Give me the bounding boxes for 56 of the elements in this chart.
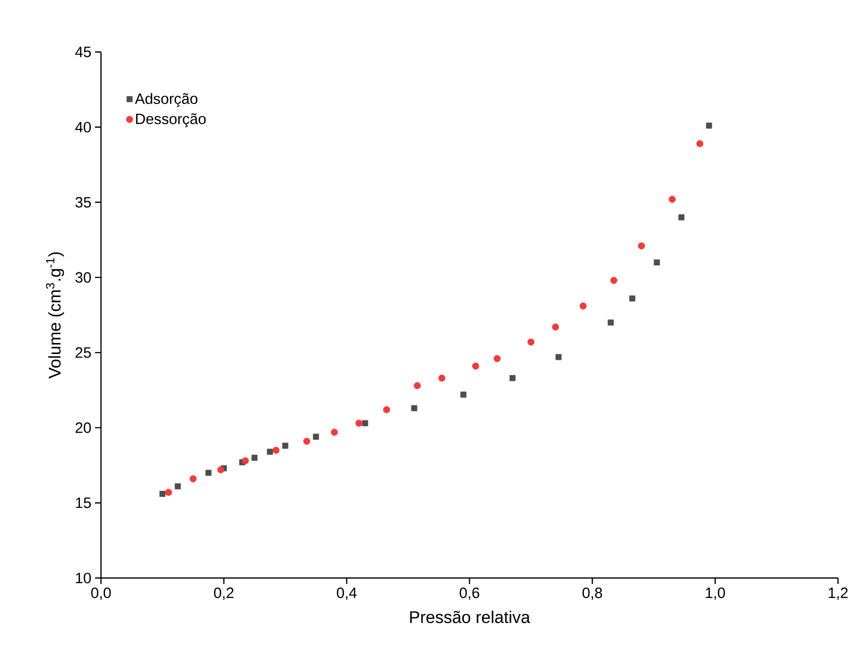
point	[552, 324, 559, 331]
point	[355, 420, 362, 427]
point	[174, 483, 181, 490]
y-tick-label: 30	[75, 272, 91, 283]
point	[362, 420, 368, 426]
point	[556, 354, 562, 360]
point	[668, 196, 676, 203]
x-axis-title: Pressão relativa	[410, 610, 530, 624]
point	[330, 428, 338, 436]
y-tick-label: 15	[76, 498, 91, 508]
point	[580, 302, 587, 310]
x-tick-label: 0,2	[214, 588, 234, 600]
point	[460, 392, 466, 398]
point	[411, 405, 418, 412]
y-tick-label: 45	[75, 46, 91, 58]
point	[629, 295, 636, 302]
x-tick-label: 0,0	[91, 588, 111, 600]
y-tick-label: 10	[76, 572, 91, 584]
x-tick-label: 0,8	[582, 588, 602, 600]
x-tick-label: 0,4	[336, 588, 357, 600]
point	[678, 214, 684, 220]
x-tick-label: 0,6	[460, 588, 480, 600]
y-tick-label: 40	[75, 122, 91, 132]
point	[654, 259, 660, 266]
point	[159, 490, 166, 497]
point	[706, 122, 712, 129]
point	[190, 475, 197, 482]
point	[303, 438, 310, 445]
point	[527, 338, 534, 346]
point	[414, 382, 421, 390]
point	[696, 140, 704, 148]
point	[252, 454, 258, 461]
point	[494, 355, 501, 362]
point	[472, 362, 480, 370]
legend-label: Dessorção	[136, 113, 206, 128]
x-tick-label: 1,2	[828, 588, 848, 600]
y-tick-label: 25	[76, 347, 91, 358]
point	[638, 242, 645, 250]
y-tick-label: 20	[76, 422, 91, 433]
x-tick-label: 1,0	[706, 588, 725, 600]
legend-label: Adsorção	[134, 93, 198, 108]
point	[217, 466, 224, 474]
point	[383, 406, 390, 414]
point	[438, 374, 446, 382]
point	[272, 446, 280, 454]
y-tick-label: 35	[75, 196, 91, 208]
point	[282, 442, 288, 449]
point	[242, 457, 249, 464]
y-axis-title: Volume (cm$^{3}$.g$^{-1}$)	[46, 252, 64, 379]
point	[165, 488, 172, 496]
point	[266, 448, 273, 455]
point	[510, 375, 516, 382]
point	[205, 470, 212, 476]
point	[312, 434, 319, 440]
point	[610, 276, 618, 284]
point	[608, 320, 614, 326]
